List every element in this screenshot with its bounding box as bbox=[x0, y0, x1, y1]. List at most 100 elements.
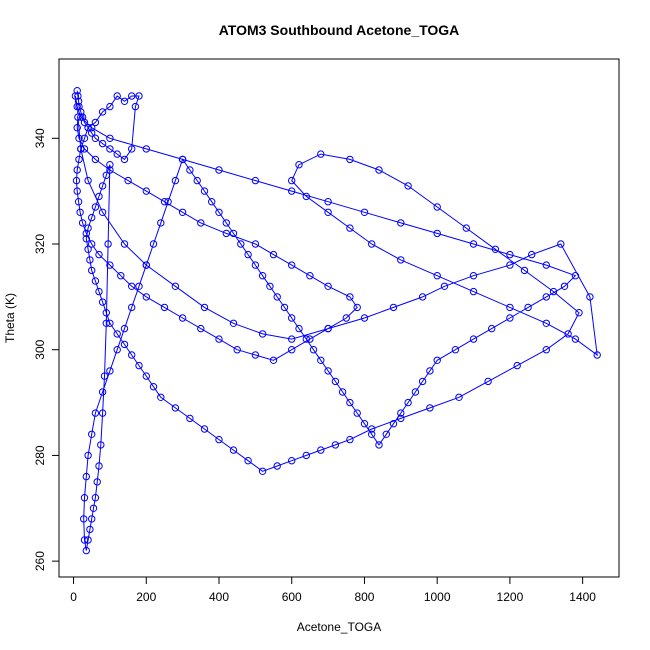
data-point bbox=[469, 335, 478, 343]
data-point bbox=[95, 287, 103, 296]
data-point bbox=[200, 303, 209, 312]
data-point bbox=[91, 277, 100, 285]
data-point bbox=[346, 293, 354, 301]
data-point bbox=[91, 134, 100, 143]
data-point bbox=[149, 240, 158, 248]
data-point bbox=[288, 346, 296, 354]
data-point bbox=[342, 314, 350, 322]
data-point bbox=[120, 324, 129, 333]
data-point bbox=[135, 361, 143, 370]
data-point bbox=[520, 266, 529, 275]
data-point bbox=[542, 261, 550, 269]
data-point bbox=[346, 224, 354, 232]
y-axis: 260 280 300 320 340 bbox=[33, 128, 60, 571]
data-point bbox=[208, 198, 216, 206]
data-point bbox=[557, 240, 565, 248]
data-point bbox=[229, 446, 238, 454]
data-point bbox=[128, 303, 136, 312]
data-point bbox=[186, 166, 194, 174]
data-point bbox=[455, 393, 463, 401]
data-point bbox=[346, 435, 354, 444]
data-point bbox=[575, 309, 583, 317]
data-point bbox=[233, 346, 241, 354]
data-point bbox=[302, 335, 310, 343]
data-point bbox=[157, 219, 165, 227]
data-point bbox=[288, 457, 296, 465]
data-point bbox=[229, 229, 238, 238]
data-point bbox=[237, 240, 245, 248]
data-point bbox=[75, 134, 83, 143]
data-point bbox=[149, 383, 158, 391]
data-point bbox=[491, 245, 500, 254]
data-point bbox=[86, 525, 94, 534]
x-tick-label: 600 bbox=[282, 590, 302, 604]
data-point bbox=[171, 176, 180, 185]
data-point bbox=[346, 398, 354, 407]
data-point bbox=[98, 208, 107, 217]
data-point bbox=[106, 261, 114, 269]
data-point bbox=[186, 414, 194, 423]
data-point bbox=[389, 303, 398, 312]
data-point bbox=[324, 324, 332, 333]
data-point bbox=[98, 182, 107, 190]
data-point bbox=[76, 208, 84, 217]
data-point bbox=[157, 393, 165, 401]
data-point bbox=[88, 213, 96, 222]
data-point bbox=[113, 92, 121, 100]
data-point bbox=[360, 420, 369, 428]
data-point bbox=[178, 314, 187, 322]
data-point bbox=[197, 324, 205, 333]
data-point bbox=[91, 409, 100, 417]
data-point bbox=[80, 515, 88, 523]
data-point bbox=[117, 272, 125, 280]
data-point bbox=[91, 118, 100, 127]
data-point bbox=[84, 176, 92, 185]
data-point bbox=[288, 176, 296, 185]
data-point bbox=[142, 187, 151, 195]
data-point bbox=[124, 176, 132, 185]
data-point bbox=[302, 192, 310, 201]
data-point bbox=[84, 245, 92, 254]
data-point bbox=[368, 430, 376, 438]
data-point bbox=[506, 314, 514, 322]
data-point bbox=[106, 102, 114, 111]
data-point bbox=[397, 256, 405, 264]
data-point bbox=[75, 155, 83, 164]
x-tick-label: 800 bbox=[354, 590, 374, 604]
data-point bbox=[484, 377, 492, 386]
data-point bbox=[418, 293, 427, 301]
data-point bbox=[135, 282, 143, 290]
data-point bbox=[88, 124, 96, 132]
chart-title: ATOM3 Southbound Acetone_TOGA bbox=[219, 22, 460, 38]
data-point bbox=[82, 235, 91, 243]
y-axis-label: Theta (K) bbox=[3, 293, 17, 343]
data-point bbox=[418, 377, 427, 386]
data-point bbox=[360, 208, 369, 217]
data-point bbox=[98, 298, 107, 306]
data-point bbox=[100, 372, 109, 380]
data-point bbox=[506, 303, 514, 312]
data-point bbox=[560, 282, 569, 290]
data-point bbox=[586, 293, 594, 301]
data-point bbox=[288, 335, 296, 343]
data-point bbox=[106, 161, 114, 169]
data-point bbox=[197, 219, 205, 227]
data-point bbox=[564, 330, 572, 338]
data-point bbox=[77, 113, 85, 121]
data-point bbox=[80, 536, 89, 544]
data-point bbox=[440, 282, 449, 290]
data-point bbox=[106, 145, 114, 153]
data-point bbox=[528, 250, 536, 259]
data-point bbox=[353, 303, 361, 312]
data-point bbox=[258, 272, 267, 280]
data-point bbox=[74, 92, 82, 100]
data-point bbox=[324, 208, 332, 217]
x-tick-label: 1200 bbox=[497, 590, 524, 604]
data-point bbox=[160, 303, 169, 312]
data-point bbox=[244, 250, 252, 259]
data-point bbox=[88, 266, 96, 275]
data-point bbox=[229, 319, 238, 327]
data-point bbox=[488, 324, 496, 333]
data-point bbox=[571, 335, 580, 343]
data-point bbox=[215, 435, 223, 444]
